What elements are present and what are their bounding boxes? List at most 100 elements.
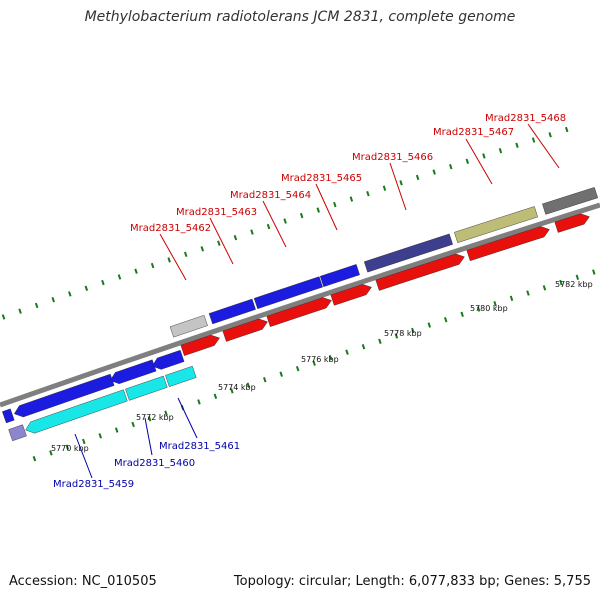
lower-tick [509,295,514,302]
lower-tick [65,444,70,450]
upper-tick [399,180,403,186]
upper-tick [382,185,387,191]
lower-tick [295,365,300,372]
upper-tick [498,147,503,154]
upper-tick [167,257,171,263]
upper-tick [117,274,122,280]
lower-tick [444,317,448,323]
label-connectors [74,123,560,479]
lower-tick [476,306,481,312]
feature-5465 [319,264,360,287]
lower-tick [378,338,382,344]
feature-5459 [13,373,115,418]
lower-tick [559,279,563,286]
upper-tick [233,234,238,241]
lower-tick [197,399,201,405]
red-cds-5467 [466,226,550,262]
gene-label-5461[interactable]: Mrad2831_5461 [159,441,240,452]
upper-tick [200,246,205,252]
upper-tick [101,279,105,286]
gene-label-5468[interactable]: Mrad2831_5468 [485,113,566,124]
lower-tick [114,427,119,433]
red-cds-5462 [180,334,220,356]
upper-tick [283,218,287,224]
upper-tick [333,201,337,208]
upper-tick [449,163,453,170]
scale-label-5782: 5782 kbp [555,280,593,289]
lower-tick [246,382,251,388]
feature-5458-rna [8,424,27,442]
scale-label-5770: 5770 kbp [51,444,89,453]
lower-tick [164,410,168,416]
lower-tick [147,416,152,422]
gene-label-5460[interactable]: Mrad2831_5460 [114,458,195,469]
scale-label-5780: 5780 kbp [470,304,508,313]
feature-5461 [151,349,185,370]
upper-tick [18,308,22,314]
red-cds-5468 [554,213,590,233]
gene-label-5462[interactable]: Mrad2831_5462 [130,223,211,234]
connector-5461 [177,397,198,439]
upper-tick [34,302,39,309]
gene-label-5465[interactable]: Mrad2831_5465 [281,173,362,184]
lower-tick [82,438,86,445]
feature-5464 [253,276,323,310]
feature-5466 [363,233,453,273]
upper-tick [415,174,420,181]
feature-5460 [109,359,157,384]
connector-5467 [465,138,493,185]
red-cds-5464 [266,297,332,327]
lower-tick [394,333,399,339]
upper-tick [266,223,271,230]
upper-tick [250,229,254,235]
cyan-5460 [125,375,168,401]
accession-text: Accession: NC_010505 [9,574,157,589]
red-cds-5466 [375,253,465,291]
connector-5459 [74,433,93,479]
cyan-5459 [25,389,128,434]
upper-tick [482,153,486,159]
upper-tick [51,296,55,303]
lower-tick [592,269,596,275]
upper-tick [299,212,304,219]
genome-summary-text: Topology: circular; Length: 6,077,833 bp… [233,574,591,589]
scale-label-5772: 5772 kbp [136,413,174,422]
lower-tick [427,322,432,328]
lower-tick [542,285,547,291]
tick-marks [1,126,596,462]
upper-tick [432,169,436,175]
lower-tick [526,290,530,296]
cyan-5461 [165,365,197,387]
upper-tick [217,240,221,246]
upper-tick [84,285,89,291]
lower-tick [493,300,497,307]
connector-5468 [527,123,560,169]
gene-label-5463[interactable]: Mrad2831_5463 [176,207,257,218]
lower-tick [411,327,415,334]
upper-tick [548,132,552,138]
upper-tick [183,251,188,258]
connector-5463 [209,217,234,265]
feature-5468 [542,187,598,215]
upper-tick [531,137,536,143]
scale-label-5776: 5776 kbp [301,355,339,364]
upper-tick [316,207,320,213]
map-title: Methylobacterium radiotolerans JCM 2831,… [84,9,516,25]
connector-5465 [315,183,338,231]
gene-label-5466[interactable]: Mrad2831_5466 [352,152,433,163]
gene-label-5464[interactable]: Mrad2831_5464 [230,190,311,201]
gene-label-5459[interactable]: Mrad2831_5459 [53,479,134,490]
lower-tick [230,388,234,394]
upper-tick [515,142,519,149]
connector-5460 [144,417,153,456]
lower-tick [460,311,464,318]
gene-label-5467[interactable]: Mrad2831_5467 [433,127,514,138]
lower-tick [345,349,349,355]
scale-label-5778: 5778 kbp [384,329,422,338]
feature-5458 [2,408,15,424]
upper-tick [465,158,470,165]
lower-tick [32,455,37,462]
lower-tick [328,354,333,361]
red-cds-5465 [330,284,372,306]
